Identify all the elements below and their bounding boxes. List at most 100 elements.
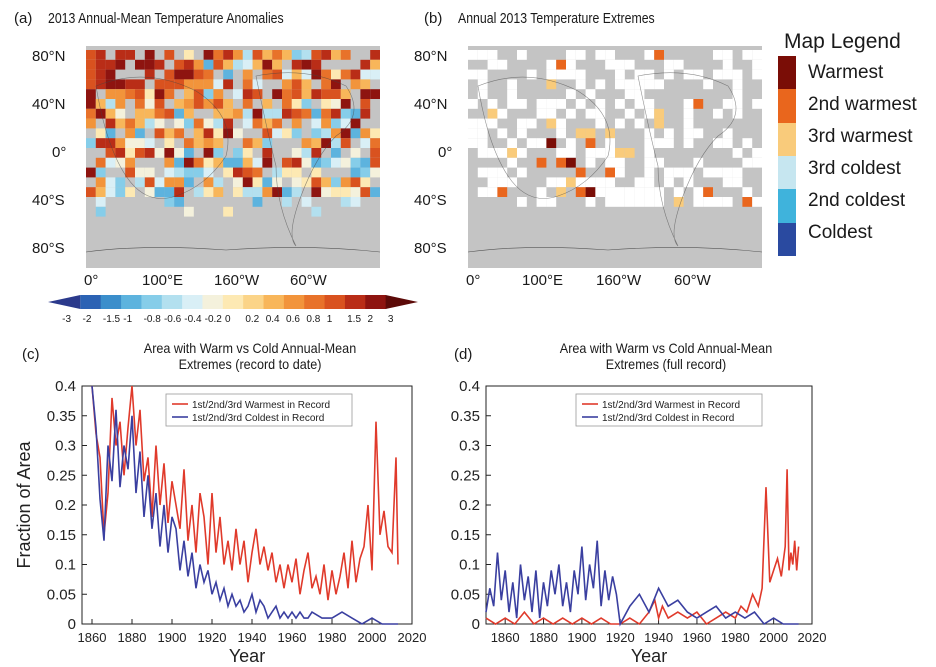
anomaly-cell xyxy=(184,138,194,148)
anomaly-cell xyxy=(360,138,371,148)
extreme-cell xyxy=(683,69,694,80)
lat-label: 0° xyxy=(52,144,67,161)
extreme-cell xyxy=(605,128,615,139)
extreme-cell xyxy=(664,138,674,148)
anomaly-cell xyxy=(233,50,243,60)
extreme-cell xyxy=(536,187,547,197)
extreme-cell xyxy=(713,138,723,148)
anomaly-cell xyxy=(242,118,253,129)
anomaly-cell xyxy=(95,197,106,207)
anomaly-cell xyxy=(360,69,371,80)
anomaly-cell xyxy=(164,89,175,99)
extreme-cell xyxy=(546,59,557,70)
anomaly-cell xyxy=(370,69,380,80)
extreme-cell xyxy=(566,148,576,158)
anomaly-cell xyxy=(291,157,302,168)
anomaly-cell xyxy=(233,128,243,139)
anomaly-cell xyxy=(242,157,253,168)
x-tick-label: 1860 xyxy=(78,630,107,645)
anomaly-cell xyxy=(311,167,322,178)
anomaly-cell xyxy=(321,118,331,129)
anomaly-cell xyxy=(164,167,175,178)
anomaly-cell xyxy=(242,177,253,188)
extreme-cell xyxy=(556,118,566,129)
extreme-cell xyxy=(722,177,733,188)
y-tick-label: 0.05 xyxy=(451,586,480,603)
extreme-cell xyxy=(477,148,488,158)
anomaly-cell xyxy=(360,89,371,99)
anomaly-cell xyxy=(242,50,253,60)
anomaly-cell xyxy=(282,99,292,109)
extreme-cell xyxy=(595,50,606,60)
extreme-cell xyxy=(477,187,488,197)
extreme-cell xyxy=(615,167,625,178)
anomaly-cell xyxy=(135,79,145,90)
anomaly-cell xyxy=(233,108,243,119)
y-tick-label: 0.3 xyxy=(459,438,480,455)
extreme-cell xyxy=(615,79,625,90)
anomaly-cell xyxy=(291,108,302,119)
anomaly-cell xyxy=(193,128,204,139)
colorbar-cell xyxy=(263,295,285,309)
anomaly-cell xyxy=(321,187,331,197)
anomaly-cell xyxy=(272,128,282,139)
chart-title-line: Area with Warm vs Cold Annual-Mean xyxy=(559,340,773,356)
x-tick-label: 1960 xyxy=(278,630,307,645)
extreme-cell xyxy=(546,99,557,109)
colorbar-label: -1 xyxy=(123,314,133,325)
extreme-cell xyxy=(693,99,704,109)
colorbar-cell xyxy=(202,295,224,309)
anomaly-cell xyxy=(105,128,116,139)
extreme-cell xyxy=(497,108,508,119)
anomaly-cell xyxy=(105,99,116,109)
extreme-cell xyxy=(654,79,664,90)
anomaly-cell xyxy=(272,50,282,60)
colorbar-label: 0.6 xyxy=(286,314,300,325)
anomaly-cell xyxy=(340,99,351,109)
anomaly-cell xyxy=(331,138,341,148)
anomaly-cell xyxy=(340,108,351,119)
extreme-cell xyxy=(507,177,517,188)
extreme-cell xyxy=(556,99,566,109)
anomaly-cell xyxy=(164,79,175,90)
legend-swatch-coldest xyxy=(778,222,796,256)
extreme-cell xyxy=(507,138,517,148)
anomaly-cell xyxy=(144,99,155,109)
anomaly-cell xyxy=(242,167,253,178)
anomaly-cell xyxy=(174,167,184,178)
anomaly-cell xyxy=(242,59,253,70)
anomaly-cell xyxy=(203,59,214,70)
extreme-cell xyxy=(624,59,635,70)
extreme-cell xyxy=(654,108,664,119)
extreme-cell xyxy=(546,138,557,148)
extreme-cell xyxy=(722,59,733,70)
anomaly-cell xyxy=(252,118,263,129)
anomaly-cell xyxy=(223,99,233,109)
anomaly-cell xyxy=(331,89,341,99)
anomaly-cell xyxy=(321,50,331,60)
legend-swatch-warmest xyxy=(778,56,796,90)
extreme-cell xyxy=(497,187,508,197)
x-tick-label: 1980 xyxy=(721,630,750,645)
anomaly-cell xyxy=(105,138,116,148)
anomaly-cell xyxy=(213,50,224,60)
anomaly-cell xyxy=(86,50,96,60)
x-tick-label: 1920 xyxy=(198,630,227,645)
extreme-cell xyxy=(634,118,645,129)
anomaly-cell xyxy=(164,157,175,168)
anomaly-cell xyxy=(115,138,126,148)
anomaly-cell xyxy=(174,108,184,119)
extreme-cell xyxy=(585,157,596,168)
anomaly-cell xyxy=(203,187,214,197)
anomaly-cell xyxy=(154,99,165,109)
anomaly-cell xyxy=(223,79,233,90)
anomaly-cell xyxy=(184,50,194,60)
anomaly-cell xyxy=(144,118,155,129)
anomaly-cell xyxy=(125,89,135,99)
anomaly-cell xyxy=(144,50,155,60)
y-tick-label: 0.35 xyxy=(451,408,480,425)
anomaly-cell xyxy=(340,157,351,168)
anomaly-cell xyxy=(321,99,331,109)
extremes-map xyxy=(468,46,762,268)
extreme-cell xyxy=(526,138,537,148)
